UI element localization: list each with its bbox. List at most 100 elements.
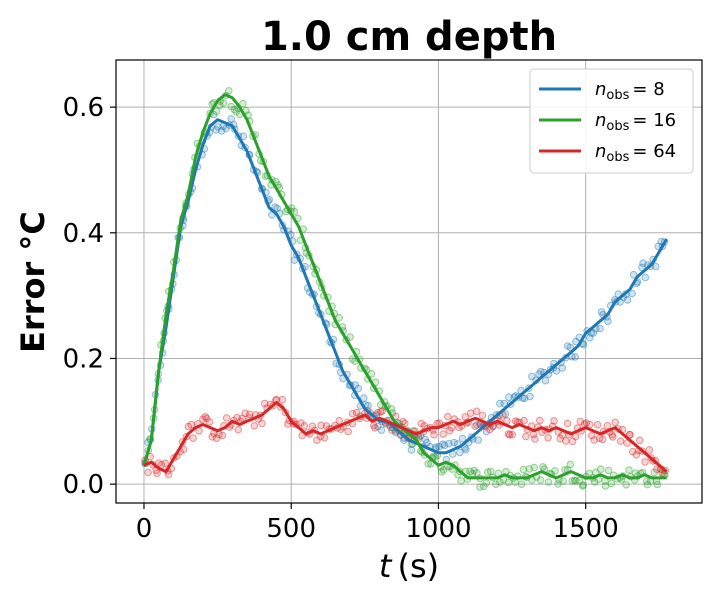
scatter-point — [554, 480, 562, 488]
scatter-point — [260, 399, 269, 408]
scatter-point — [522, 432, 530, 441]
scatter-point — [230, 105, 239, 114]
scatter-point — [536, 416, 544, 425]
scatter-point — [623, 296, 632, 304]
scatter-point — [376, 408, 385, 416]
scatter-point — [234, 425, 242, 434]
scatter-point — [582, 419, 591, 427]
scatter-point — [645, 446, 654, 454]
scatter-point — [258, 419, 266, 428]
scatter-point — [189, 434, 197, 443]
scatter-point — [278, 395, 287, 404]
y-tick-label: 0.2 — [63, 344, 104, 374]
legend-label-1: nobs = 16 — [595, 110, 676, 134]
scatter-point — [505, 393, 513, 402]
scatter-point — [218, 431, 227, 440]
scatter-point — [354, 384, 363, 393]
scatter-point — [520, 394, 529, 403]
scatter-point — [638, 263, 646, 272]
scatter-point — [377, 426, 386, 435]
y-tick-label: 0.6 — [63, 93, 104, 123]
scatter-point — [511, 417, 520, 425]
scatter-point — [586, 334, 594, 342]
scatter-point — [219, 99, 228, 107]
scatter-point — [551, 467, 559, 475]
scatter-point — [378, 407, 386, 416]
scatter-point — [623, 439, 631, 447]
scatter-point — [440, 441, 449, 450]
x-tick-label: 1000 — [405, 514, 471, 544]
scatter-point — [575, 476, 584, 485]
series-line-2 — [143, 401, 668, 474]
scatter-point — [486, 425, 494, 434]
scatter-point — [187, 420, 195, 429]
scatter-point — [450, 438, 458, 447]
scatter-point — [486, 467, 495, 476]
scatter-point — [643, 480, 652, 489]
scatter-point — [653, 465, 661, 474]
scatter-point — [566, 460, 575, 469]
scatter-point — [608, 431, 616, 439]
scatter-point — [454, 470, 462, 479]
scatter-point — [537, 367, 545, 376]
x-tick-label: 500 — [266, 514, 316, 544]
scatter-point — [153, 469, 161, 478]
scatter-point — [597, 308, 606, 316]
scatter-point — [611, 418, 620, 427]
scatter-point — [492, 480, 500, 489]
scatter-point — [520, 416, 528, 425]
scatter-point — [622, 481, 630, 489]
scatter-point — [476, 483, 484, 491]
scatter-point — [473, 421, 481, 429]
scatter-point — [233, 413, 241, 422]
scatter-point — [245, 410, 254, 419]
scatter-point — [625, 430, 634, 439]
scatter-point — [589, 329, 598, 337]
scatter-point — [241, 409, 249, 418]
scatter-point — [437, 468, 446, 476]
scatter-point — [346, 333, 354, 341]
series-line-0 — [142, 118, 668, 466]
scatter-point — [445, 426, 454, 435]
scatter-point — [572, 477, 580, 485]
scatter-point — [208, 433, 216, 441]
scatter-point — [609, 433, 617, 441]
scatter-point — [371, 424, 379, 432]
scatter-point — [625, 466, 633, 474]
scatter-point — [472, 407, 481, 416]
x-axis-label-unit: (s) — [397, 547, 439, 585]
scatter-point — [641, 273, 650, 282]
scatter-point — [596, 324, 604, 333]
scatter-point — [598, 435, 607, 444]
scatter-point — [205, 418, 214, 426]
scatter-point — [544, 434, 552, 442]
scatter-point — [525, 465, 534, 473]
scatter-point — [373, 408, 382, 417]
scatter-point — [300, 422, 309, 430]
scatter-point — [629, 270, 638, 279]
scatter-point — [313, 436, 321, 445]
scatter-point — [473, 469, 481, 477]
scatter-point — [456, 448, 464, 457]
scatter-point — [407, 446, 416, 454]
scatter-point — [506, 431, 514, 439]
scatter-point — [504, 430, 513, 438]
scatter-point — [607, 479, 616, 488]
scatter-point — [590, 436, 599, 444]
scatter-point — [480, 482, 488, 491]
scatter-point — [536, 476, 545, 485]
scatter-point — [482, 479, 491, 487]
scatter-point — [571, 353, 580, 361]
scatter-point — [616, 437, 625, 445]
scatter-point — [203, 414, 211, 423]
scatter-point — [579, 481, 588, 489]
scatter-point — [344, 427, 353, 436]
scatter-point — [593, 421, 602, 429]
scatter-point — [458, 434, 467, 443]
scatter-point — [482, 427, 491, 436]
scatter-point — [550, 417, 558, 425]
scatter-point — [470, 466, 478, 475]
scatter-point — [519, 465, 528, 474]
scatter-point — [367, 370, 376, 378]
